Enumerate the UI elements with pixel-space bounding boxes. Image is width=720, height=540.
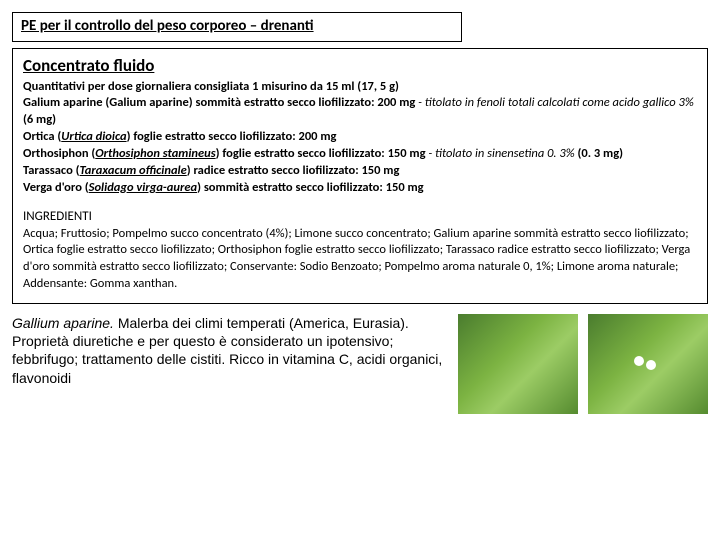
page-title: PE per il controllo del peso corporeo – … (21, 17, 314, 35)
ingredients-title: INGREDIENTI (23, 209, 697, 226)
tarax-rest: ) radice estratto secco liofilizzato: 15… (187, 163, 400, 178)
plant-name: Gallium aparine. (12, 315, 114, 331)
ortho-mid: ) foglie estratto secco liofilizzato: 15… (216, 146, 426, 161)
title-box: PE per il controllo del peso corporeo – … (12, 12, 462, 42)
ortho-prefix: Orthosiphon ( (23, 146, 95, 161)
tarax-prefix: Tarassaco ( (23, 163, 80, 178)
composition-block: Quantitativi per dose giornaliera consig… (23, 79, 697, 197)
ingredients-text: Acqua; Fruttosio; Pompelmo succo concent… (23, 226, 697, 294)
plant-image-1 (458, 314, 578, 414)
ortho-amount: (0. 3 mg) (577, 146, 623, 161)
plant-description: Gallium aparine. Malerba dei climi tempe… (12, 314, 448, 387)
ortho-note: - titolato in sinensetina 0. 3% (426, 146, 578, 161)
verga-latin: Solidago virga-aurea (89, 180, 197, 195)
dose-intro: Quantitativi per dose giornaliera consig… (23, 79, 399, 94)
galium-line-1: Galium aparine (Galium aparine) sommità … (23, 95, 415, 110)
ortica-rest: ) foglie estratto secco liofilizzato: 20… (127, 129, 337, 144)
tarax-latin: Taraxacum officinale (80, 163, 187, 178)
galium-note: - titolato in fenoli totali calcolati co… (415, 95, 693, 110)
galium-amount: (6 mg) (23, 112, 56, 127)
ing-text-1: Acqua; Fruttosio; Pompelmo succo concent… (23, 226, 434, 241)
bottom-row: Gallium aparine. Malerba dei climi tempe… (12, 314, 708, 414)
plant-image-2 (588, 314, 708, 414)
ortica-latin: Urtica dioica (61, 129, 126, 144)
subtitle: Concentrato fluido (23, 55, 697, 77)
ortho-latin: Orthosiphon stamineus (95, 146, 215, 161)
verga-prefix: Verga d'oro ( (23, 180, 89, 195)
main-content-box: Concentrato fluido Quantitativi per dose… (12, 48, 708, 305)
ing-latin: Galium aparine (434, 226, 512, 241)
verga-rest: ) sommità estratto secco liofilizzato: 1… (197, 180, 423, 195)
ortica-prefix: Ortica ( (23, 129, 61, 144)
